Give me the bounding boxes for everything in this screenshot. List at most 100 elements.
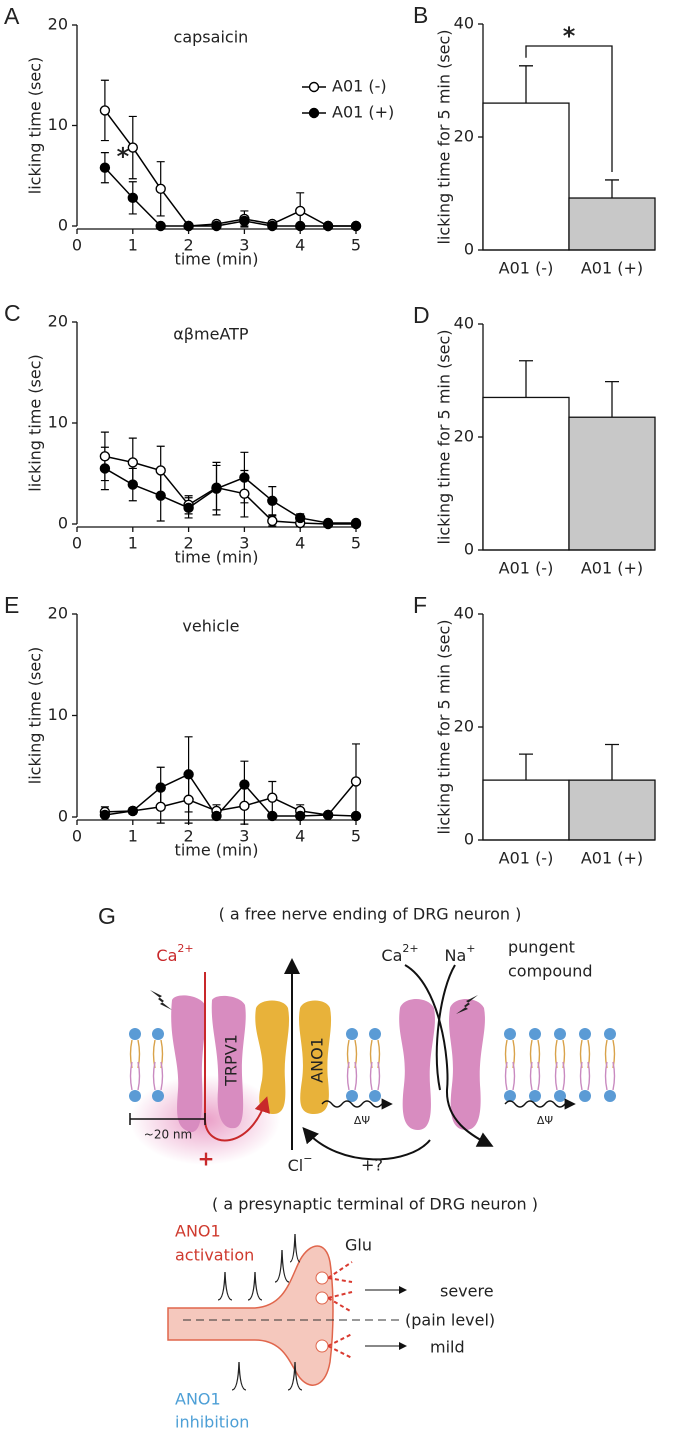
marker [155, 801, 166, 813]
marker [239, 800, 250, 812]
y-tick-label: 20 [48, 604, 68, 623]
y-tick-label: 40 [454, 14, 474, 33]
outcome-label: mild [430, 1338, 465, 1357]
ion-charge: − [303, 1152, 312, 1165]
marker [350, 517, 362, 529]
compound-label: compound [508, 962, 593, 981]
x-tick-label: A01 (+) [581, 559, 643, 578]
marker [295, 512, 306, 524]
panel-letter: C [4, 300, 21, 326]
marker [183, 794, 194, 805]
lipid-head [579, 1090, 591, 1102]
trpv1-subunit [211, 995, 246, 1129]
panel-letter: A [4, 3, 20, 29]
lipid-tail [554, 1061, 566, 1091]
x-tick-label: 5 [351, 534, 361, 553]
wave-arrow [504, 1098, 576, 1110]
marker [350, 810, 362, 822]
y-axis-label: licking time (sec) [26, 57, 45, 194]
x-tick-label: 3 [239, 236, 249, 255]
ion: Ca [156, 946, 177, 965]
marker [239, 215, 250, 227]
marker [127, 805, 139, 817]
bar [568, 197, 656, 251]
wave-arrow [321, 1098, 393, 1110]
significance-bracket [525, 45, 613, 172]
lipid-tail [346, 1061, 358, 1091]
bar [568, 416, 656, 551]
lipid-head [504, 1090, 516, 1102]
x-tick-label: A01 (-) [499, 849, 554, 868]
y-axis-label: licking time for 5 min (sec) [435, 29, 454, 244]
lipid-head [529, 1090, 541, 1102]
marker [295, 220, 306, 232]
charts: 0 10 20 licking time (sec) A 0 1 2 3 4 5 time (min)… [4, 2, 656, 868]
y-axis-label: licking time for 5 min (sec) [435, 619, 454, 834]
y-tick-label: 40 [454, 604, 474, 623]
marker [127, 457, 139, 468]
protein-label: ANO1 [308, 1037, 327, 1083]
x-tick-label: 3 [239, 534, 249, 553]
error-bar [605, 179, 619, 199]
channel-subunit [399, 999, 435, 1130]
x-tick-label: A01 (-) [499, 559, 554, 578]
scale-label: ~20 nm [144, 1128, 192, 1142]
chart-title: capsaicin [174, 28, 249, 47]
y-axis-label: licking time (sec) [26, 647, 45, 784]
series-line [104, 467, 356, 524]
marker [322, 220, 334, 232]
y-tick-label: 10 [48, 705, 68, 724]
cation-arrow [435, 964, 456, 1091]
diagram: G ( a free nerve ending of DRG neuron ) … [98, 903, 616, 1432]
x-axis-label: time (min) [175, 841, 259, 860]
compound-label: pungent [508, 938, 575, 957]
activation-label: ANO1 [175, 1222, 221, 1241]
y-axis-label: licking time for 5 min (sec) [435, 329, 454, 544]
y-tick-label: 0 [464, 830, 474, 849]
marker [99, 451, 111, 462]
feedback-label: +? [361, 1156, 383, 1175]
x-tick-label: 2 [184, 236, 194, 255]
vesicle [315, 1339, 329, 1353]
ion-charge: + [466, 942, 475, 955]
channel-subunit [449, 999, 485, 1130]
y-tick-label: 10 [48, 413, 68, 432]
panel-letter: E [4, 592, 19, 618]
potential-label: ΔΨ [354, 1114, 371, 1127]
marker [155, 490, 166, 501]
y-tick-label: 0 [58, 216, 68, 235]
marker [99, 162, 111, 173]
lipid-tail [529, 1061, 541, 1091]
lightning [456, 995, 478, 1014]
marker [295, 810, 306, 822]
x-tick-label: 3 [239, 827, 249, 846]
lipid-tail [129, 1061, 141, 1091]
vesicle [315, 1271, 329, 1285]
error-bar [605, 743, 619, 781]
marker [183, 220, 194, 232]
annotation: * [563, 22, 576, 50]
x-tick-label: 1 [128, 827, 138, 846]
y-axis-label: licking time (sec) [26, 354, 45, 491]
x-axis-label: time (min) [175, 548, 259, 567]
marker [155, 183, 166, 195]
y-tick-label: 0 [464, 240, 474, 259]
y-tick-label: 20 [454, 127, 474, 146]
y-tick-label: 40 [454, 314, 474, 333]
panel-letter: G [98, 903, 116, 929]
marker [322, 809, 334, 821]
x-tick-label: 0 [72, 236, 82, 255]
marker [239, 779, 250, 790]
marker [267, 515, 278, 527]
marker [99, 463, 111, 474]
x-tick-label: 4 [295, 534, 305, 553]
lipid-head [152, 1028, 164, 1040]
lipid-head [604, 1090, 616, 1102]
vesicle [315, 1291, 329, 1305]
series-line [104, 167, 356, 227]
lipid-head [554, 1090, 566, 1102]
error-bar [605, 380, 619, 418]
caption: ( a free nerve ending of DRG neuron ) [219, 905, 522, 924]
y-tick-label: 10 [48, 115, 68, 134]
marker [295, 205, 306, 217]
